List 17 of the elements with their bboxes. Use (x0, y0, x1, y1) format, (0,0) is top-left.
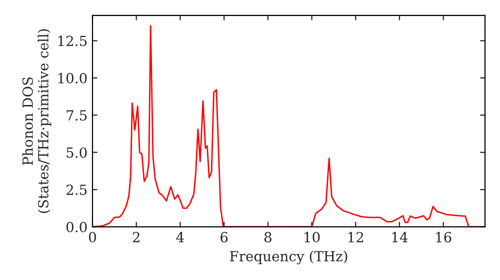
y-tick-label: 12.5 (58, 36, 87, 46)
y-axis-title: Phonon DOS (States/THz·primitive cell) (22, 29, 52, 213)
x-tick-label: 4 (176, 232, 184, 242)
y-tick-label: 5.0 (66, 147, 87, 158)
x-tick-label: 2 (132, 232, 140, 242)
y-tick-label: 10.0 (58, 72, 87, 84)
y-tick-label: 2.5 (66, 184, 87, 196)
x-tick-label: 0 (88, 232, 96, 242)
y-tick-label: 7.5 (66, 110, 87, 121)
x-tick-label: 16 (436, 232, 452, 242)
x-tick-label: 8 (264, 232, 272, 242)
x-tick-label: 12 (348, 232, 364, 242)
x-tick-label: 14 (392, 232, 408, 242)
x-tick-label: 6 (220, 232, 228, 242)
x-tick-label: 10 (304, 232, 320, 242)
y-tick-label: 0.0 (66, 222, 87, 232)
x-axis-title: Frequency (THz) (230, 250, 348, 264)
